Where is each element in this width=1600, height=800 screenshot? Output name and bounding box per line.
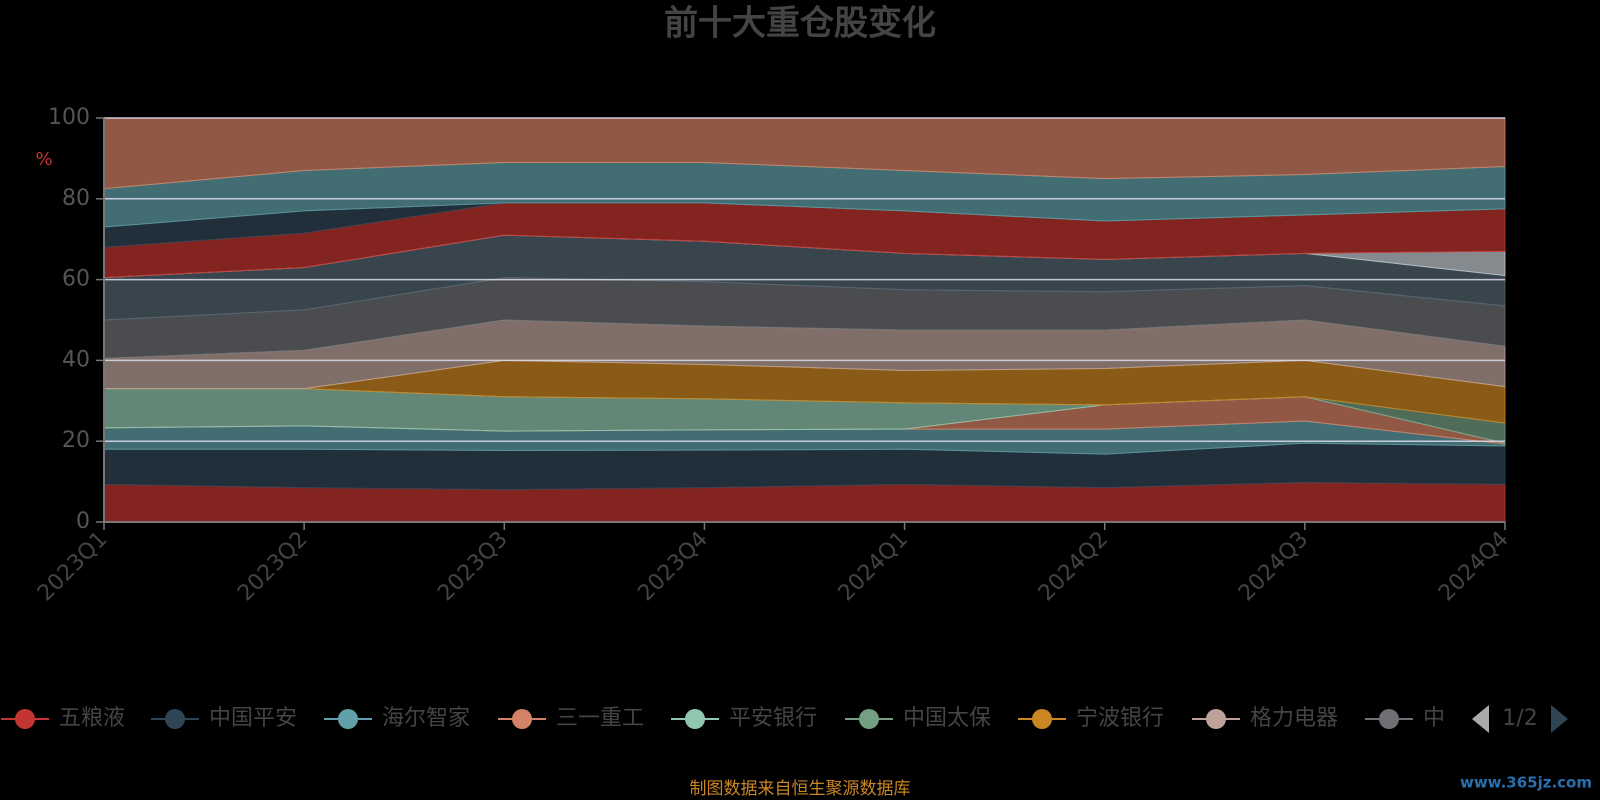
legend-label: 中 xyxy=(1423,706,1445,731)
legend-prev[interactable] xyxy=(1472,705,1489,733)
y-tick-label: 100 xyxy=(48,105,90,130)
legend-item[interactable]: 中 xyxy=(1365,706,1445,731)
legend-item[interactable]: 中国太保 xyxy=(845,706,991,731)
y-tick-label: 20 xyxy=(62,428,90,453)
legend-marker xyxy=(165,709,185,729)
legend-label: 平安银行 xyxy=(729,706,817,731)
y-tick-label: 0 xyxy=(76,509,90,534)
y-tick-label: 40 xyxy=(62,347,90,372)
legend-item[interactable]: 宁波银行 xyxy=(1018,706,1164,731)
legend-marker xyxy=(1379,709,1399,729)
y-axis-label: % xyxy=(35,149,52,170)
legend-marker xyxy=(15,709,35,729)
legend-marker xyxy=(1206,709,1226,729)
legend-marker xyxy=(1032,709,1052,729)
legend-item[interactable]: 格力电器 xyxy=(1192,706,1338,731)
legend-item[interactable]: 五粮液 xyxy=(1,706,125,731)
legend-label: 中国平安 xyxy=(209,706,297,731)
source-note: 制图数据来自恒生聚源数据库 xyxy=(690,779,911,799)
legend-page: 1/2 xyxy=(1502,706,1537,731)
legend-marker xyxy=(685,709,705,729)
legend-label: 宁波银行 xyxy=(1076,706,1164,731)
legend-marker xyxy=(859,709,879,729)
y-tick-label: 60 xyxy=(62,267,90,292)
legend-pager: 1/2 xyxy=(1472,705,1568,733)
y-tick-label: 80 xyxy=(62,186,90,211)
legend-item[interactable]: 海尔智家 xyxy=(324,706,470,731)
legend-item[interactable]: 中国平安 xyxy=(151,706,297,731)
watermark: www.365jz.com xyxy=(1460,774,1592,792)
legend-label: 五粮液 xyxy=(59,706,125,731)
legend-label: 海尔智家 xyxy=(382,706,470,731)
legend-label: 格力电器 xyxy=(1250,706,1338,731)
legend-marker xyxy=(512,709,532,729)
legend-item[interactable]: 平安银行 xyxy=(671,706,817,731)
legend-item[interactable]: 三一重工 xyxy=(498,706,644,731)
legend-next[interactable] xyxy=(1551,705,1568,733)
area xyxy=(103,442,1506,491)
area xyxy=(103,481,1506,523)
legend-label: 三一重工 xyxy=(556,706,644,731)
legend-label: 中国太保 xyxy=(903,706,991,731)
chart-title: 前十大重仓股变化 xyxy=(664,4,936,44)
legend-marker xyxy=(338,709,358,729)
